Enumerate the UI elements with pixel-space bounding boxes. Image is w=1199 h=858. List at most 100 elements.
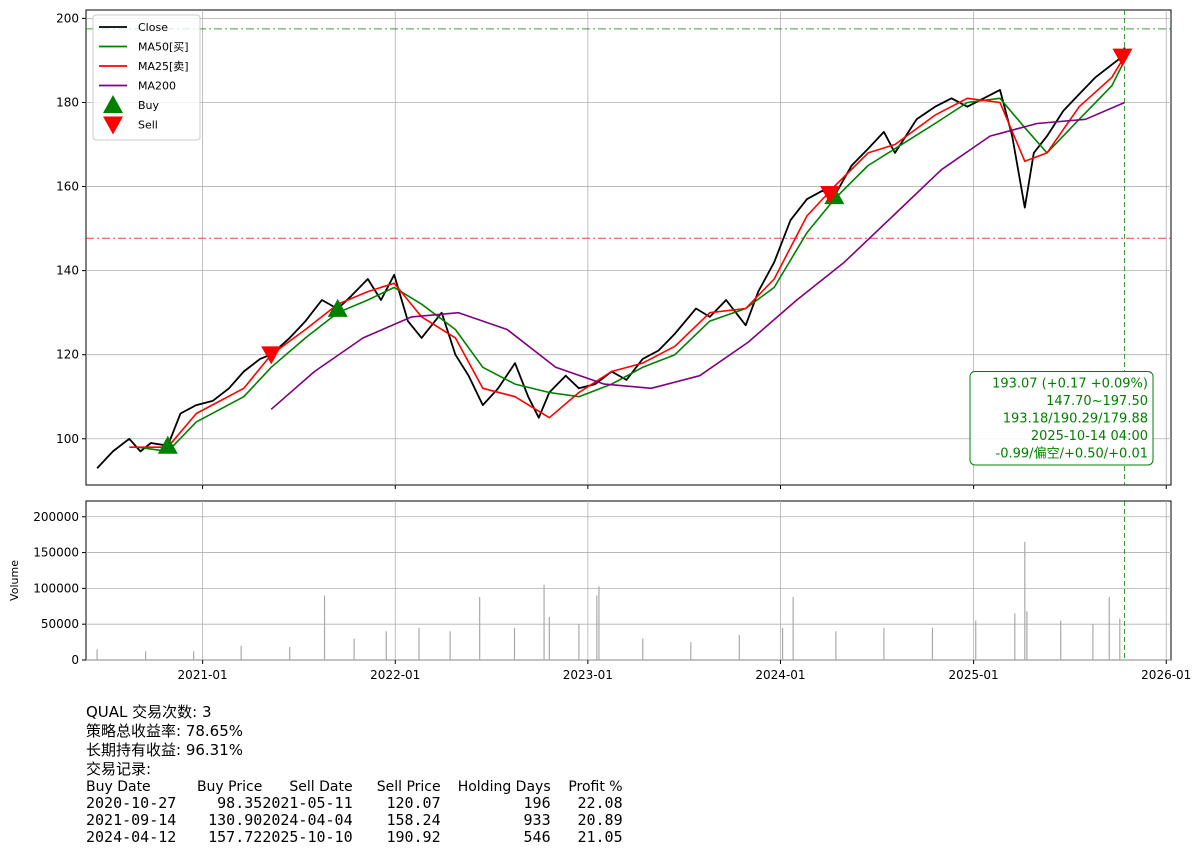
volume-bar [1108,596,1110,660]
trade-table-header: Buy Date Buy Price Sell Date Sell Price … [86,779,623,795]
volume-bar [449,631,451,660]
report-trade-count: QUAL 交易次数: 3 [86,703,212,721]
info-line: 193.07 (+0.17 +0.09%) [992,377,1148,392]
info-line: 193.18/190.29/179.88 [1003,412,1148,427]
report-strategy-return: 策略总收益率: 78.65% [86,722,244,740]
cell-buy-date: 2021-09-14 [86,811,177,829]
volume-bar [479,596,481,660]
volume-bar [1060,620,1062,660]
legend: Close MA50[买] MA25[卖] MA200 Buy Sell [92,14,201,141]
volume-bar [835,631,837,660]
volume-bar [548,617,550,660]
y-tick-label: 120 [56,348,79,362]
table-row: 2020-10-27 98.35 2021-05-11 120.07 196 2… [86,795,623,812]
volume-bar [513,627,516,660]
ma200-line [270,101,1125,410]
sell-marker [1112,48,1133,67]
price-series-group [96,47,1126,469]
volume-plot-frame [85,500,1172,661]
table-row: 2024-04-12 157.72 2025-10-10 190.92 546 … [86,829,623,846]
cell-holding-days: 196 [523,794,551,812]
buy-marker [327,298,348,317]
volume-bar [781,627,784,660]
volume-panel: 0 50000 100000 150000 200000 2021-01 2022-01 2… [8,500,1191,682]
header-profit: Profit % [568,779,623,795]
y-tick-label: 200 [56,11,79,25]
legend-label: MA50[买] [138,41,189,54]
volume-y-ticks: 0 50000 100000 150000 200000 [33,510,86,667]
volume-x-ticks: 2021-01 2022-01 2023-01 2024-01 2025-01 2026-… [178,660,1191,682]
x-tick-label: 2023-01 [563,668,613,682]
legend-label: MA25[卖] [138,60,189,73]
volume-bar [1024,541,1026,660]
close-line [96,47,1126,469]
info-line: 147.70~197.50 [1046,394,1148,409]
volume-bar [1119,618,1121,660]
price-y-ticks: 100 120 140 160 180 200 [56,11,86,446]
cell-holding-days: 933 [523,811,551,829]
header-buy-price: Buy Price [196,779,263,795]
volume-bar [690,642,692,660]
volume-bar [975,620,977,660]
y-tick-label: 100000 [33,581,79,595]
header-buy-date: Buy Date [86,779,151,795]
cell-buy-price: 157.72 [208,828,263,846]
cell-profit: 21.05 [577,828,623,846]
cell-buy-date: 2024-04-12 [86,828,177,846]
cell-sell-price: 120.07 [386,794,441,812]
volume-bar [598,586,600,660]
legend-label: Sell [138,119,158,132]
y-tick-label: 140 [56,264,79,278]
y-tick-label: 0 [71,653,79,667]
buy-marker [157,435,178,454]
price-plot-frame [85,9,1172,486]
trade-report: QUAL 交易次数: 3 策略总收益率: 78.65% 长期持有收益: 96.3… [86,703,623,846]
cell-buy-price: 130.90 [208,811,263,829]
sell-marker [261,346,282,365]
info-box-frame [969,371,1154,466]
volume-bar [1014,613,1016,660]
y-tick-label: 200000 [33,510,79,524]
info-line: -0.99/偏空/+0.50/+0.01 [996,447,1148,462]
x-tick-label: 2021-01 [178,668,228,682]
x-tick-label: 2022-01 [370,668,420,682]
y-tick-label: 150000 [33,546,79,560]
volume-bar [418,627,420,660]
volume-axis-label: Volume [8,560,21,601]
volume-bar [578,624,580,660]
volume-bar [193,651,195,660]
y-tick-label: 180 [56,95,79,109]
cell-profit: 22.08 [577,794,623,812]
volume-bar [931,627,934,660]
volume-bar [323,595,326,660]
price-x-ticks [202,485,1167,489]
volume-bar [596,595,598,660]
volume-bar [240,645,242,660]
legend-label: Buy [138,99,160,112]
volume-bar [792,596,794,660]
cell-sell-price: 158.24 [386,811,441,829]
header-sell-date: Sell Date [289,779,353,795]
x-tick-label: 2024-01 [755,668,805,682]
cell-holding-days: 546 [523,828,551,846]
y-tick-label: 160 [56,180,79,194]
legend-swatch [103,116,123,135]
legend-label: Close [138,21,168,34]
legend-swatch [103,95,123,113]
volume-bar [96,649,98,660]
price-panel: 100 120 140 160 180 200 Close MA50[买] MA25[卖] MA… [56,9,1172,489]
info-line: 2025-10-14 04:00 [1031,429,1148,444]
cell-sell-date: 2025-10-10 [262,828,353,846]
cell-buy-date: 2020-10-27 [86,794,177,812]
header-holding-days: Holding Days [457,779,551,795]
x-tick-label: 2025-01 [949,668,999,682]
volume-bar [145,651,147,660]
volume-bar [738,634,740,660]
chart-canvas: 100 120 140 160 180 200 Close MA50[买] MA25[卖] MA… [8,9,1191,682]
volume-bar [1026,611,1028,660]
volume-bar [289,647,291,660]
report-buy-hold-return: 长期持有收益: 96.31% [86,741,244,759]
report-trade-log-title: 交易记录: [86,760,152,778]
y-tick-label: 50000 [41,617,79,631]
info-box: 193.07 (+0.17 +0.09%) 147.70~197.50 193.18… [969,371,1154,466]
